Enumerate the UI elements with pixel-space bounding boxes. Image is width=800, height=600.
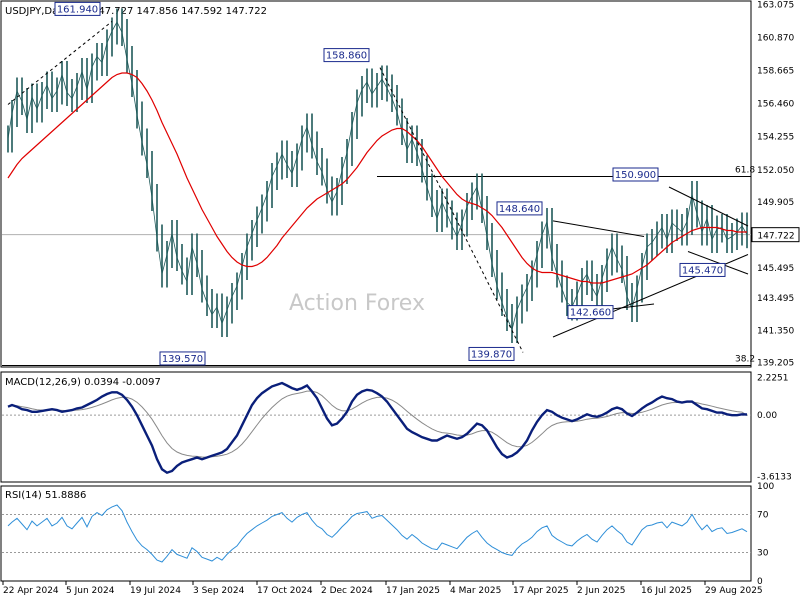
macd-y-tick: 0.00 xyxy=(757,411,777,421)
rsi-pane-frame xyxy=(1,486,751,581)
last-price-label: 147.722 xyxy=(757,232,794,242)
macd-y-tick: -3.6133 xyxy=(757,472,792,482)
price-y-tick: 163.075 xyxy=(757,0,794,10)
fib-label: 38.2 xyxy=(735,355,755,365)
price-label: 139.570 xyxy=(162,354,203,365)
x-tick-label: 17 Apr 2025 xyxy=(513,586,569,596)
macd-title: MACD(12,26,9) 0.0394 -0.0097 xyxy=(5,377,161,388)
price-ohlc: 147.727 147.856 147.592 147.722 xyxy=(92,6,267,17)
x-tick-label: 22 Apr 2024 xyxy=(3,586,59,596)
price-label: 161.940 xyxy=(57,4,98,15)
price-label: 139.870 xyxy=(471,349,512,360)
x-tick-label: 16 Jul 2025 xyxy=(641,586,692,596)
price-y-tick: 152.050 xyxy=(757,166,794,176)
price-label: 158.860 xyxy=(326,51,367,62)
x-tick-label: 17 Oct 2024 xyxy=(257,586,313,596)
x-tick-label: 3 Sep 2024 xyxy=(193,586,245,596)
x-tick-label: 4 Mar 2025 xyxy=(450,586,501,596)
price-label: 150.900 xyxy=(615,170,656,181)
x-tick-label: 2 Jun 2025 xyxy=(577,586,625,596)
price-y-tick: 141.350 xyxy=(757,326,794,336)
price-y-tick: 143.495 xyxy=(757,294,794,304)
price-y-tick: 156.460 xyxy=(757,100,794,110)
macd-pane-frame xyxy=(1,372,751,482)
macd-y-tick: 2.2251 xyxy=(757,373,789,383)
price-y-tick: 145.495 xyxy=(757,264,794,274)
x-tick-label: 29 Aug 2025 xyxy=(705,586,763,596)
price-y-tick: 149.905 xyxy=(757,198,794,208)
rsi-y-tick: 100 xyxy=(757,482,774,492)
price-y-tick: 154.255 xyxy=(757,133,794,143)
price-label: 145.470 xyxy=(682,265,723,276)
x-tick-label: 5 Jun 2024 xyxy=(66,586,115,596)
price-y-tick: 160.870 xyxy=(757,33,794,43)
x-tick-label: 17 Jan 2025 xyxy=(386,586,440,596)
x-tick-label: 19 Jul 2024 xyxy=(130,586,181,596)
price-label: 148.640 xyxy=(499,204,540,215)
price-y-tick: 158.665 xyxy=(757,67,794,77)
watermark: Action Forex xyxy=(289,291,425,316)
price-label: 142.660 xyxy=(570,308,611,319)
rsi-title: RSI(14) 51.8886 xyxy=(5,490,86,501)
rsi-y-tick: 70 xyxy=(757,511,769,521)
fib-label: 61.8 xyxy=(735,166,755,176)
x-tick-label: 2 Dec 2024 xyxy=(321,586,373,596)
rsi-y-tick: 30 xyxy=(757,549,769,559)
price-y-tick: 139.205 xyxy=(757,358,794,368)
